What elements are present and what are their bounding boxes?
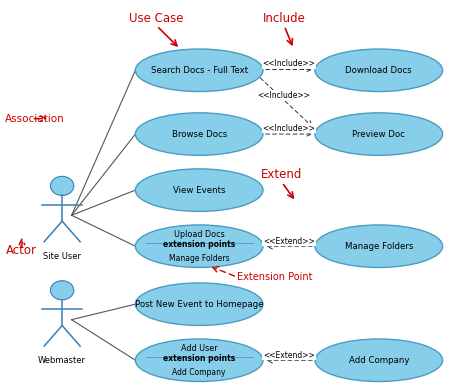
Ellipse shape <box>315 49 443 92</box>
Text: Extension Point: Extension Point <box>237 272 312 282</box>
Text: Preview Doc: Preview Doc <box>352 130 405 139</box>
Text: Extend: Extend <box>261 168 302 181</box>
Ellipse shape <box>136 225 263 267</box>
Text: Manage Folders: Manage Folders <box>345 242 413 251</box>
Text: Post New Event to Homepage: Post New Event to Homepage <box>135 300 264 309</box>
Text: Site User: Site User <box>43 252 81 261</box>
Ellipse shape <box>136 283 263 326</box>
Text: Add Company: Add Company <box>348 356 409 365</box>
Text: extension points: extension points <box>163 240 235 249</box>
Text: <<Extend>>: <<Extend>> <box>263 237 315 246</box>
Text: <<Extend>>: <<Extend>> <box>263 351 315 360</box>
Text: Browse Docs: Browse Docs <box>172 130 227 139</box>
Text: Webmaster: Webmaster <box>38 356 86 365</box>
Text: Upload Docs: Upload Docs <box>174 230 225 239</box>
Text: <<Include>>: <<Include>> <box>263 124 315 133</box>
Text: Manage Folders: Manage Folders <box>169 254 229 263</box>
Ellipse shape <box>315 339 443 381</box>
Ellipse shape <box>136 113 263 155</box>
Text: <<Include>>: <<Include>> <box>257 91 310 100</box>
Ellipse shape <box>136 169 263 211</box>
Ellipse shape <box>315 113 443 155</box>
Text: extension points: extension points <box>163 354 235 363</box>
Circle shape <box>50 176 74 196</box>
Ellipse shape <box>315 225 443 267</box>
Text: Include: Include <box>263 12 306 24</box>
Text: View Events: View Events <box>173 185 226 195</box>
Text: Add Company: Add Company <box>173 368 226 377</box>
Text: Search Docs - Full Text: Search Docs - Full Text <box>151 66 248 75</box>
Text: Add User: Add User <box>181 344 218 353</box>
Text: <<Include>>: <<Include>> <box>263 59 315 68</box>
Text: Association: Association <box>5 114 65 124</box>
Text: Download Docs: Download Docs <box>346 66 412 75</box>
Ellipse shape <box>136 49 263 92</box>
Ellipse shape <box>136 339 263 381</box>
Circle shape <box>50 281 74 300</box>
Text: Actor: Actor <box>5 244 36 256</box>
Text: Use Case: Use Case <box>129 12 184 24</box>
